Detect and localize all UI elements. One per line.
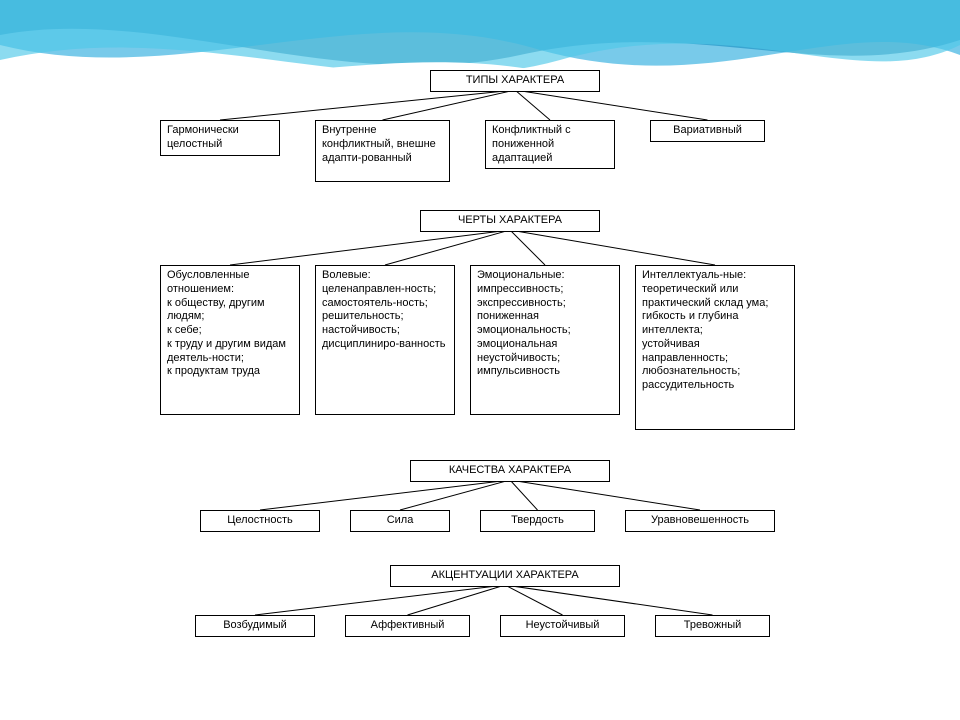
box-traits-4: Интеллектуаль-ные: теоретический или пра… (635, 265, 795, 430)
box-accent-root: АКЦЕНТУАЦИИ ХАРАКТЕРА (390, 565, 620, 587)
box-types-4: Вариативный (650, 120, 765, 142)
box-traits-root: ЧЕРТЫ ХАРАКТЕРА (420, 210, 600, 232)
wave-layer-3 (0, 0, 960, 65)
box-accent-3: Неустойчивый (500, 615, 625, 637)
box-accent-4: Тревожный (655, 615, 770, 637)
box-qualities-3: Твердость (480, 510, 595, 532)
box-traits-3: Эмоциональные: импрессивность; экспресси… (470, 265, 620, 415)
box-qualities-1: Целостность (200, 510, 320, 532)
character-diagram: ТИПЫ ХАРАКТЕРА Гармонически целостный Внут… (140, 70, 840, 700)
box-qualities-4: Уравновешенность (625, 510, 775, 532)
box-accent-2: Аффективный (345, 615, 470, 637)
box-types-root: ТИПЫ ХАРАКТЕРА (430, 70, 600, 92)
box-types-3: Конфликтный с пониженной адаптацией (485, 120, 615, 169)
wave-layer-2 (0, 0, 960, 66)
box-traits-2: Волевые: целенаправлен-ность; самостояте… (315, 265, 455, 415)
box-qualities-2: Сила (350, 510, 450, 532)
box-types-2: Внутренне конфликтный, внешне адапти-ров… (315, 120, 450, 182)
box-traits-1: Обусловленные отношением: к обществу, др… (160, 265, 300, 415)
box-accent-1: Возбудимый (195, 615, 315, 637)
box-qualities-root: КАЧЕСТВА ХАРАКТЕРА (410, 460, 610, 482)
wave-layer-1 (0, 0, 960, 75)
box-types-1: Гармонически целостный (160, 120, 280, 156)
